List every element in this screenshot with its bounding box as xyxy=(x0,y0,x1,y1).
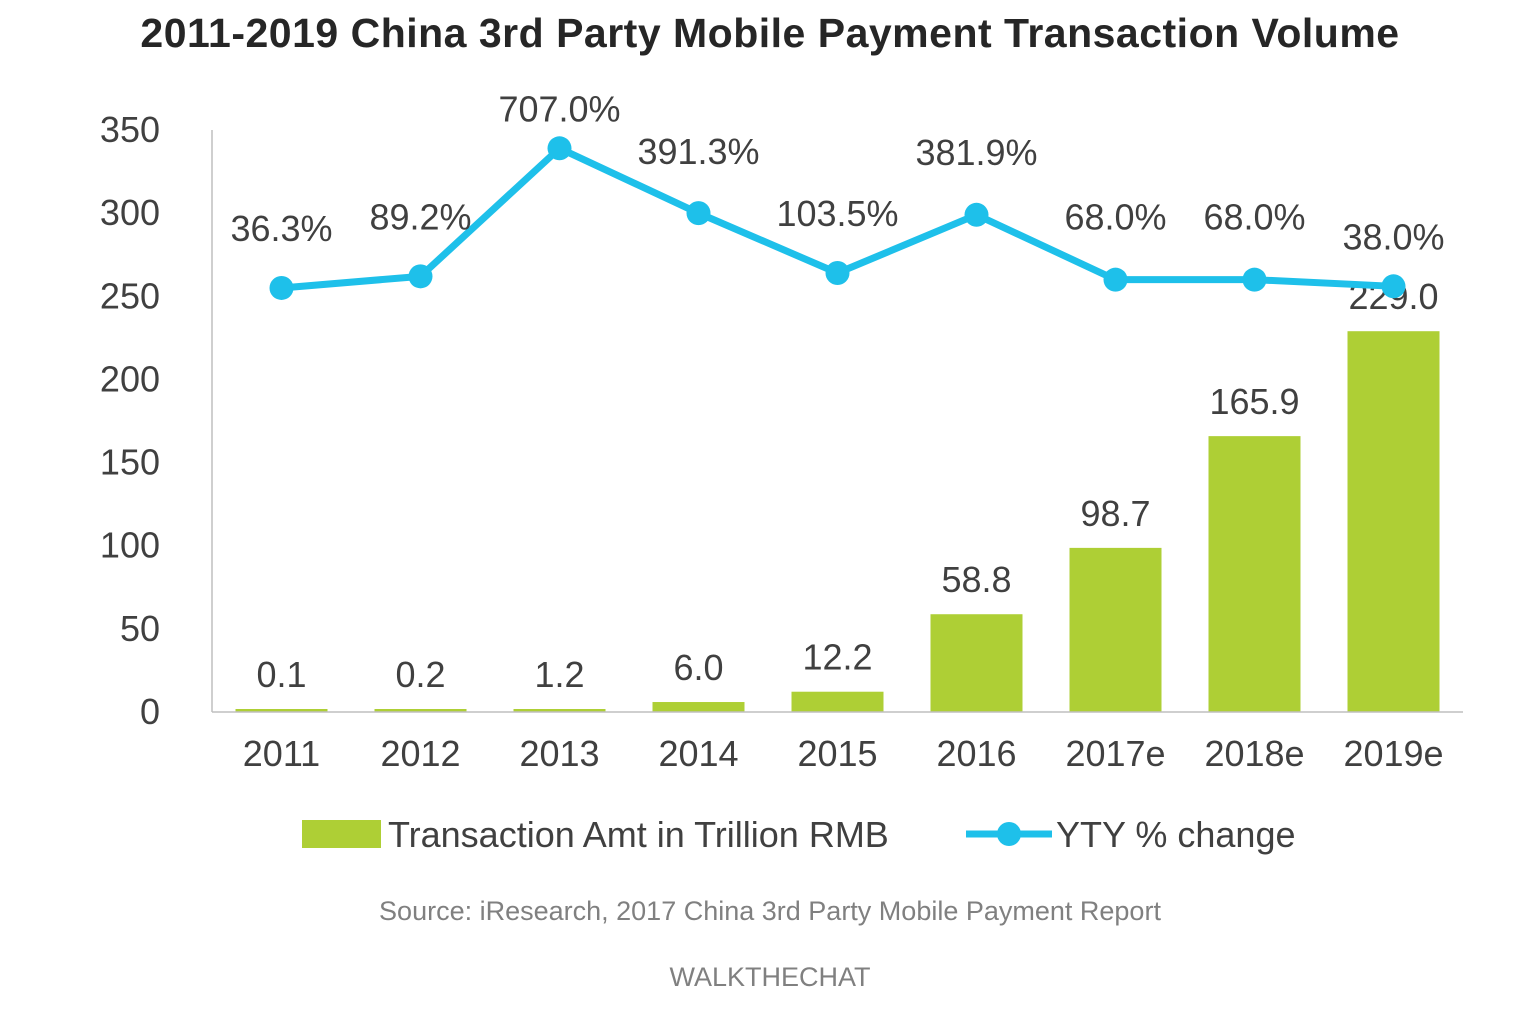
legend-bar-label: Transaction Amt in Trillion RMB xyxy=(388,814,889,855)
line-point xyxy=(408,264,433,289)
y-tick-label: 350 xyxy=(100,109,160,150)
axes xyxy=(211,130,1463,713)
line-labels: 36.3% 89.2% 707.0% 391.3% 103.5% 381.9% 68.0% 6… xyxy=(230,88,1444,257)
y-tick-label: 300 xyxy=(100,192,160,233)
line-value-label: 707.0% xyxy=(498,88,620,129)
bar xyxy=(1347,331,1440,712)
line-point xyxy=(686,201,711,226)
y-axis: 0 50 100 150 200 250 300 350 xyxy=(100,109,160,732)
line-value-label: 89.2% xyxy=(369,196,471,237)
line-value-label: 103.5% xyxy=(776,193,898,234)
legend-bar-swatch xyxy=(302,820,381,848)
brand-text: WALKTHECHAT xyxy=(669,962,871,992)
legend-line-marker xyxy=(997,822,1021,846)
x-tick-label: 2018e xyxy=(1204,733,1304,774)
chart-plot: 0 50 100 150 200 250 300 350 0.1 0.2 1.2 6.0 12.2 58… xyxy=(100,88,1463,855)
bar xyxy=(235,709,328,712)
x-tick-label: 2016 xyxy=(936,733,1016,774)
legend-line-label: YTY % change xyxy=(1056,814,1295,855)
bar-value-label: 58.8 xyxy=(941,559,1011,600)
x-tick-label: 2012 xyxy=(380,733,460,774)
x-axis: 2011 2012 2013 2014 2015 2016 2017e 2018e 2019e xyxy=(243,733,1444,774)
line-series xyxy=(269,136,1406,300)
line-value-label: 391.3% xyxy=(637,131,759,172)
source-note: Source: iResearch, 2017 China 3rd Party … xyxy=(379,896,1161,926)
y-tick-label: 150 xyxy=(100,442,160,483)
bar xyxy=(791,691,884,712)
y-tick-label: 0 xyxy=(140,691,160,732)
x-tick-label: 2011 xyxy=(243,733,320,774)
y-tick-label: 100 xyxy=(100,525,160,566)
line-point xyxy=(269,275,294,300)
chart-title: 2011-2019 China 3rd Party Mobile Payment… xyxy=(140,10,1400,56)
line-point xyxy=(1242,267,1267,292)
bar-series xyxy=(235,331,1440,712)
y-tick-label: 250 xyxy=(100,275,160,316)
bar xyxy=(374,709,467,712)
bar xyxy=(513,709,606,712)
y-tick-label: 50 xyxy=(120,608,160,649)
x-tick-label: 2015 xyxy=(797,733,877,774)
bar-value-label: 165.9 xyxy=(1209,381,1299,422)
line-value-label: 381.9% xyxy=(915,132,1037,173)
line-point xyxy=(1103,267,1128,292)
line-value-label: 36.3% xyxy=(230,208,332,249)
bar xyxy=(930,614,1023,712)
bar-value-label: 6.0 xyxy=(673,647,723,688)
line-point xyxy=(547,136,572,161)
bar-value-label: 0.1 xyxy=(256,654,306,695)
y-tick-label: 200 xyxy=(100,358,160,399)
x-tick-label: 2014 xyxy=(658,733,738,774)
x-tick-label: 2013 xyxy=(519,733,599,774)
bar xyxy=(1208,436,1301,712)
line-point xyxy=(825,261,850,286)
bar xyxy=(652,702,745,712)
x-tick-label: 2017e xyxy=(1065,733,1165,774)
x-tick-label: 2019e xyxy=(1343,733,1443,774)
bar-value-label: 1.2 xyxy=(534,654,584,695)
line-point xyxy=(964,202,989,227)
line-value-label: 38.0% xyxy=(1342,216,1444,257)
legend: Transaction Amt in Trillion RMB YTY % cha… xyxy=(302,814,1295,855)
line-value-label: 68.0% xyxy=(1064,197,1166,238)
bar xyxy=(1069,547,1162,712)
line-value-label: 68.0% xyxy=(1203,197,1305,238)
bar-value-label: 0.2 xyxy=(395,654,445,695)
bar-value-label: 12.2 xyxy=(802,637,872,678)
line-point xyxy=(1381,274,1406,299)
bar-value-label: 98.7 xyxy=(1080,493,1150,534)
